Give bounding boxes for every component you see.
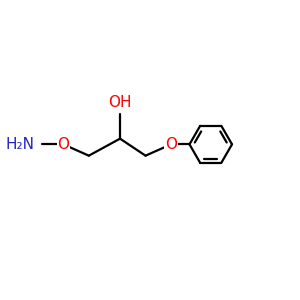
Text: O: O: [57, 137, 69, 152]
Text: H₂N: H₂N: [6, 137, 35, 152]
Text: OH: OH: [108, 95, 132, 110]
Text: O: O: [165, 137, 177, 152]
